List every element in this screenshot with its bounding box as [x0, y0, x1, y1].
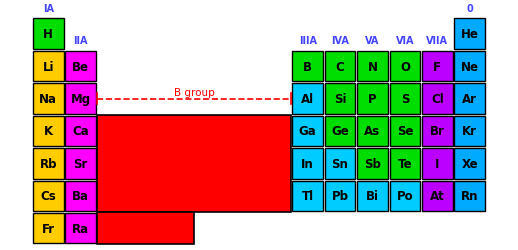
Text: Se: Se	[397, 125, 413, 138]
Bar	[454, 52, 485, 82]
Bar	[422, 116, 453, 147]
Bar	[357, 116, 387, 147]
Text: Sr: Sr	[74, 157, 88, 170]
Text: IA: IA	[43, 4, 54, 14]
Bar	[33, 52, 64, 82]
Bar	[33, 20, 64, 50]
Text: F: F	[433, 60, 441, 73]
Bar	[325, 52, 355, 82]
Bar	[325, 84, 355, 114]
Bar	[65, 148, 96, 179]
Bar	[292, 116, 323, 147]
Bar	[292, 148, 323, 179]
Text: Kr: Kr	[462, 125, 477, 138]
Text: IIIA: IIIA	[298, 36, 316, 46]
Bar	[390, 181, 420, 211]
Text: Cs: Cs	[40, 190, 56, 202]
Bar	[390, 52, 420, 82]
Text: Si: Si	[334, 93, 347, 106]
Text: 0: 0	[466, 4, 473, 14]
Bar	[65, 84, 96, 114]
Bar	[390, 84, 420, 114]
Text: Sn: Sn	[332, 157, 349, 170]
Bar	[33, 181, 64, 211]
Bar	[325, 116, 355, 147]
Text: Ne: Ne	[461, 60, 479, 73]
Text: Tl: Tl	[301, 190, 314, 202]
Text: Ra: Ra	[72, 222, 89, 235]
Bar	[390, 116, 420, 147]
Bar	[65, 116, 96, 147]
Text: IIA: IIA	[74, 36, 88, 46]
Text: C: C	[336, 60, 344, 73]
Text: Fr: Fr	[42, 222, 55, 235]
Bar	[33, 116, 64, 147]
Text: Br: Br	[430, 125, 445, 138]
Text: As: As	[364, 125, 381, 138]
Bar	[357, 84, 387, 114]
Bar	[97, 212, 194, 244]
Text: At: At	[430, 190, 444, 202]
Bar	[422, 52, 453, 82]
Bar	[33, 213, 64, 244]
Text: VIA: VIA	[396, 36, 414, 46]
Text: S: S	[400, 93, 409, 106]
Bar	[422, 181, 453, 211]
Text: Ba: Ba	[72, 190, 89, 202]
Bar	[33, 84, 64, 114]
Bar	[97, 115, 292, 212]
Text: Mg: Mg	[70, 93, 91, 106]
Bar	[65, 213, 96, 244]
Bar	[454, 148, 485, 179]
Text: VA: VA	[365, 36, 380, 46]
Text: N: N	[367, 60, 378, 73]
Bar	[390, 148, 420, 179]
Text: Ga: Ga	[299, 125, 316, 138]
Bar	[454, 181, 485, 211]
Bar	[454, 116, 485, 147]
Text: IVA: IVA	[331, 36, 349, 46]
Text: O: O	[400, 60, 410, 73]
Text: VIIA: VIIA	[426, 36, 448, 46]
Text: Rb: Rb	[39, 157, 57, 170]
Bar	[422, 84, 453, 114]
Text: He: He	[461, 28, 479, 41]
Text: K: K	[44, 125, 53, 138]
Text: Al: Al	[301, 93, 314, 106]
Text: Rn: Rn	[461, 190, 479, 202]
Bar	[292, 181, 323, 211]
Text: Ar: Ar	[462, 93, 477, 106]
Bar	[357, 148, 387, 179]
Text: Pb: Pb	[332, 190, 349, 202]
Text: In: In	[301, 157, 314, 170]
Bar	[454, 84, 485, 114]
Text: Sb: Sb	[364, 157, 381, 170]
Text: Ca: Ca	[73, 125, 89, 138]
Text: Be: Be	[72, 60, 89, 73]
Text: Cl: Cl	[431, 93, 444, 106]
Text: P: P	[368, 93, 377, 106]
Text: Na: Na	[39, 93, 57, 106]
Bar	[65, 181, 96, 211]
Bar	[357, 181, 387, 211]
Bar	[292, 84, 323, 114]
Bar	[357, 52, 387, 82]
Text: Po: Po	[397, 190, 413, 202]
Text: H: H	[44, 28, 53, 41]
Bar	[422, 148, 453, 179]
Bar	[454, 20, 485, 50]
Text: Bi: Bi	[366, 190, 379, 202]
Text: B group: B group	[174, 88, 214, 98]
Bar	[325, 181, 355, 211]
Text: Te: Te	[397, 157, 412, 170]
Bar	[325, 148, 355, 179]
Text: Ge: Ge	[331, 125, 349, 138]
Bar	[65, 52, 96, 82]
Text: B: B	[303, 60, 312, 73]
Text: I: I	[435, 157, 439, 170]
Bar	[292, 52, 323, 82]
Text: Li: Li	[42, 60, 54, 73]
Bar	[33, 148, 64, 179]
Text: Xe: Xe	[462, 157, 478, 170]
